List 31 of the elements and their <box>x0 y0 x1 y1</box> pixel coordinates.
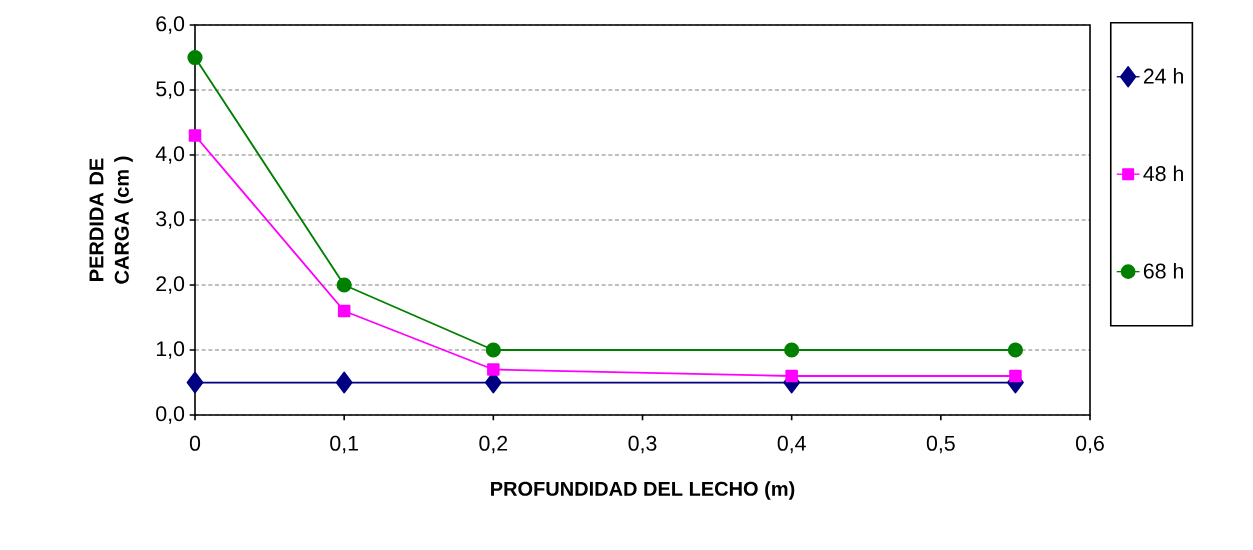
x-tick-label: 0,5 <box>926 435 955 454</box>
point <box>785 369 798 383</box>
y-tick-label: 1,0 <box>156 341 185 359</box>
x-tick-label: 0 <box>189 435 201 451</box>
y-tick-label: 0,0 <box>156 406 185 424</box>
y-tick-label: 3,0 <box>156 211 185 229</box>
legend-label: 48 h <box>1143 165 1183 182</box>
point <box>188 129 202 142</box>
y-axis-title: PERDIDA DE CARGA (cm ) <box>89 156 133 284</box>
x-axis-title: PROFUNDIDAD DEL LECHO (m) <box>491 481 795 500</box>
point <box>337 304 351 318</box>
y-tick-label: 2,0 <box>156 276 185 294</box>
y-tick-label: 4,0 <box>155 146 185 164</box>
point <box>336 277 352 293</box>
x-tick-label: 0,4 <box>777 435 806 454</box>
legend-label: 24 h <box>1143 68 1183 84</box>
point <box>784 342 800 358</box>
x-tick-label: 0,3 <box>628 435 657 454</box>
point <box>485 342 501 358</box>
y-tick-label: 5,0 <box>156 81 185 99</box>
x-tick-label: 0,6 <box>1076 435 1104 454</box>
y-tick-label: 6,0 <box>156 16 185 34</box>
point <box>187 49 203 66</box>
point <box>1007 342 1024 358</box>
x-tick-label: 0,2 <box>479 435 508 454</box>
legend-label: 68 h <box>1143 262 1183 279</box>
point <box>335 371 353 394</box>
point <box>1009 369 1022 383</box>
point <box>186 371 204 394</box>
x-tick-label: 0,1 <box>330 435 358 454</box>
point <box>487 363 500 376</box>
